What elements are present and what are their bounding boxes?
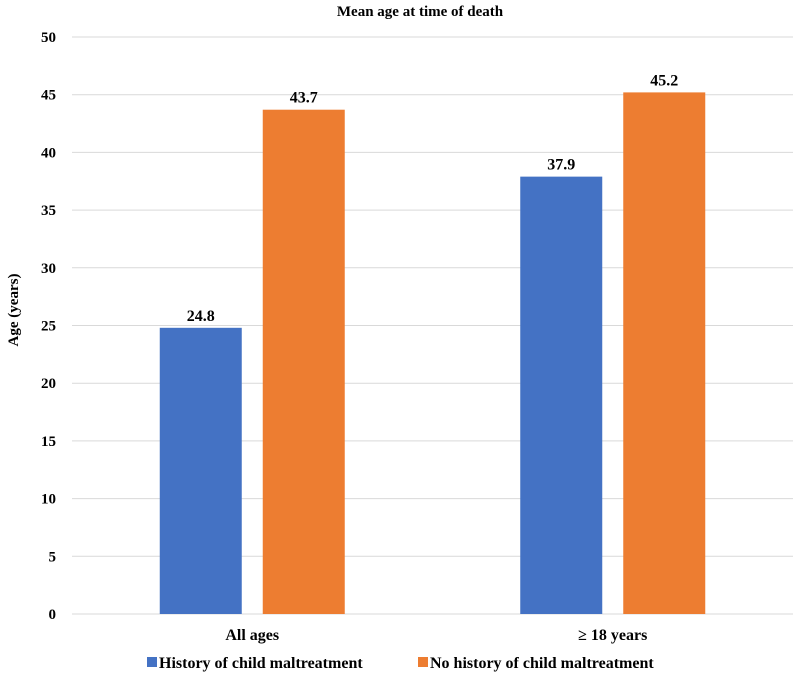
y-tick-label: 10	[41, 492, 56, 508]
data-label: 37.9	[547, 157, 575, 174]
y-tick-label: 35	[41, 203, 56, 219]
legend-swatch-no-history	[418, 657, 428, 667]
y-tick-label: 50	[41, 30, 56, 46]
x-category-label: All ages	[225, 627, 279, 644]
legend-swatch-history	[147, 657, 157, 667]
bar-history-18-plus	[520, 176, 603, 614]
chart-title: Mean age at time of death	[337, 4, 504, 20]
y-tick-label: 25	[41, 319, 56, 335]
bar-history-all-ages	[159, 327, 242, 614]
y-tick-label: 45	[41, 88, 56, 104]
y-tick-label: 0	[49, 607, 57, 623]
legend: History of child maltreatment No history …	[147, 655, 654, 672]
y-tick-label: 40	[41, 145, 56, 161]
bar-no-history-all-ages	[262, 109, 345, 615]
bars	[159, 92, 706, 615]
x-category-label: ≥ 18 years	[578, 627, 647, 644]
legend-label: No history of child maltreatment	[430, 655, 654, 672]
y-axis-title: Age (years)	[6, 274, 22, 347]
x-axis-categories: All ages ≥ 18 years	[225, 627, 647, 644]
data-labels: 24.8 43.7 37.9 45.2	[187, 72, 679, 324]
y-tick-label: 30	[41, 261, 56, 277]
data-label: 24.8	[187, 308, 215, 325]
y-tick-label: 5	[49, 549, 57, 565]
y-tick-label: 20	[41, 376, 56, 392]
data-label: 45.2	[650, 72, 678, 89]
legend-label: History of child maltreatment	[159, 655, 363, 672]
bar-no-history-18-plus	[623, 92, 706, 615]
y-tick-label: 15	[41, 434, 56, 450]
y-axis-ticks: 0 5 10 15 20 25 30 35 40 45 50	[41, 30, 56, 623]
data-label: 43.7	[290, 90, 318, 107]
